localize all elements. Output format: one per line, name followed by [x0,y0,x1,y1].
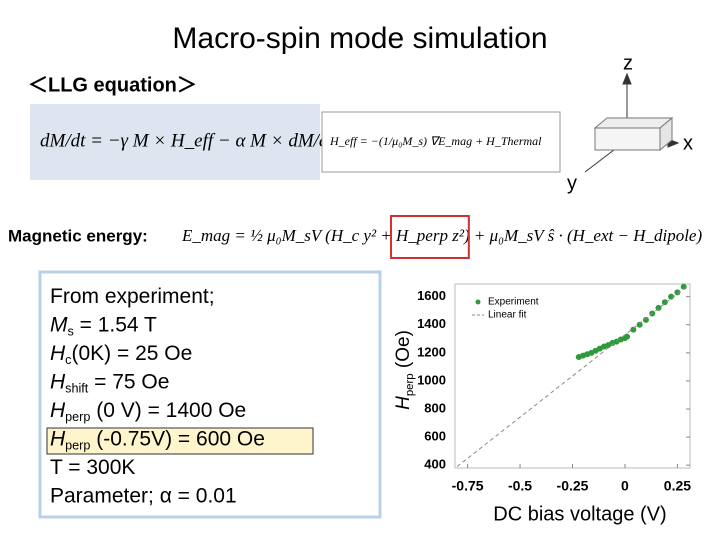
axes-diagram [584,72,680,173]
equation-box [30,104,320,180]
equation-box [321,111,561,173]
text-part: From experiment; [50,285,215,308]
llg-equation: dM/dt = −γ M × H_eff − α M × dM/dt [40,130,334,151]
text-part: (-0.75V) = 600 Oe [90,427,265,450]
energy-equation: E_mag = ½ μ₀M_sV (H_c y² + H_perp z²) + … [181,226,702,245]
chart: 400 600 800 1000 1200 1400 1600 -0.75 -0.5 -0.25 0… [393,283,691,525]
text-part: (Oe) [393,330,414,373]
text-line: Parameter; α = 0.01 [50,484,237,507]
slide-title: Macro-spin mode simulation [172,22,547,55]
experiment-lines: From experiment; Ms = 1.54 T Hc(0K) = 25 O… [50,285,265,508]
subscript: shift [65,382,89,396]
text-part: H [393,396,414,410]
experiment-box [38,270,382,519]
legend-label: Experiment [488,297,539,308]
axis-label: z [623,52,633,74]
y-tick-label: 1000 [417,372,446,387]
x-tick-label: -0.5 [508,478,532,494]
heff-equation: H_eff = −(1/μ₀M_s) ∇E_mag + H_Thermal [329,134,542,148]
subscript: c [65,353,71,367]
x-tick-label: 0.25 [664,478,691,494]
axis-label: y [567,172,577,194]
text-line: From experiment; [50,285,215,308]
text-part: (0 V) = 1400 Oe [90,399,246,422]
y-tick-label: 600 [424,429,446,444]
y-tick-label: 1600 [417,288,446,303]
energy-label: Magnetic energy: [8,226,148,245]
text-part: Parameter; α = 0.01 [50,484,237,507]
text-line: Hperp (0 V) = 1400 Oe [50,399,246,425]
legend-marker [475,299,481,305]
text-part: = 75 Oe [88,370,169,393]
text-line: T = 300K [50,456,135,479]
subscript: perp [65,410,90,424]
legend-label: Linear fit [488,310,527,321]
text-part: = 1.54 T [74,313,157,336]
x-tick-label: -0.75 [452,478,484,494]
text-line: Hshift = 75 Oe [50,370,169,396]
data-point [630,326,637,333]
text-part: H [50,342,66,365]
text-line: Ms = 1.54 T [50,313,157,339]
data-point [642,316,649,323]
axis-label: x [683,132,693,154]
data-point [668,293,675,300]
text-part: (0K) = 25 Oe [71,342,192,365]
text-part: T = 300K [50,456,135,479]
data-point [624,333,631,340]
text-line: Hc(0K) = 25 Oe [50,342,192,368]
data-point [636,321,643,328]
y-tick-label: 1400 [417,316,446,331]
text-line: Hperp (Oe) [393,330,416,410]
data-point [674,289,681,296]
subscript: perp [65,439,90,453]
text-line: Hperp (-0.75V) = 600 Oe [50,427,265,453]
y-tick-label: 400 [424,457,446,472]
x-axis-label: DC bias voltage (V) [493,503,666,525]
text-part: H [50,427,66,450]
x-tick-label: -0.25 [557,478,589,494]
y-tick-label: 1200 [417,344,446,359]
subscript: perp [404,373,416,396]
text-part: H [50,399,66,422]
text-part: H [50,370,66,393]
llg-heading: ＜LLG equation＞ [28,74,197,96]
text-part: M [50,313,68,336]
energy-part: H_perp z² [395,226,465,245]
subscript: s [68,325,74,339]
data-point [661,299,668,306]
highlight-box [46,427,314,455]
energy-part: ) + μ₀M_sV ŝ · (H_ext − H_dipole) [463,226,703,245]
y-tick-label: 800 [424,400,446,415]
energy-part: E_mag = ½ μ₀M_sV (H_c y² + [181,226,396,245]
highlight-box [390,215,470,259]
x-tick-label: 0 [621,478,629,494]
data-point [680,283,687,290]
